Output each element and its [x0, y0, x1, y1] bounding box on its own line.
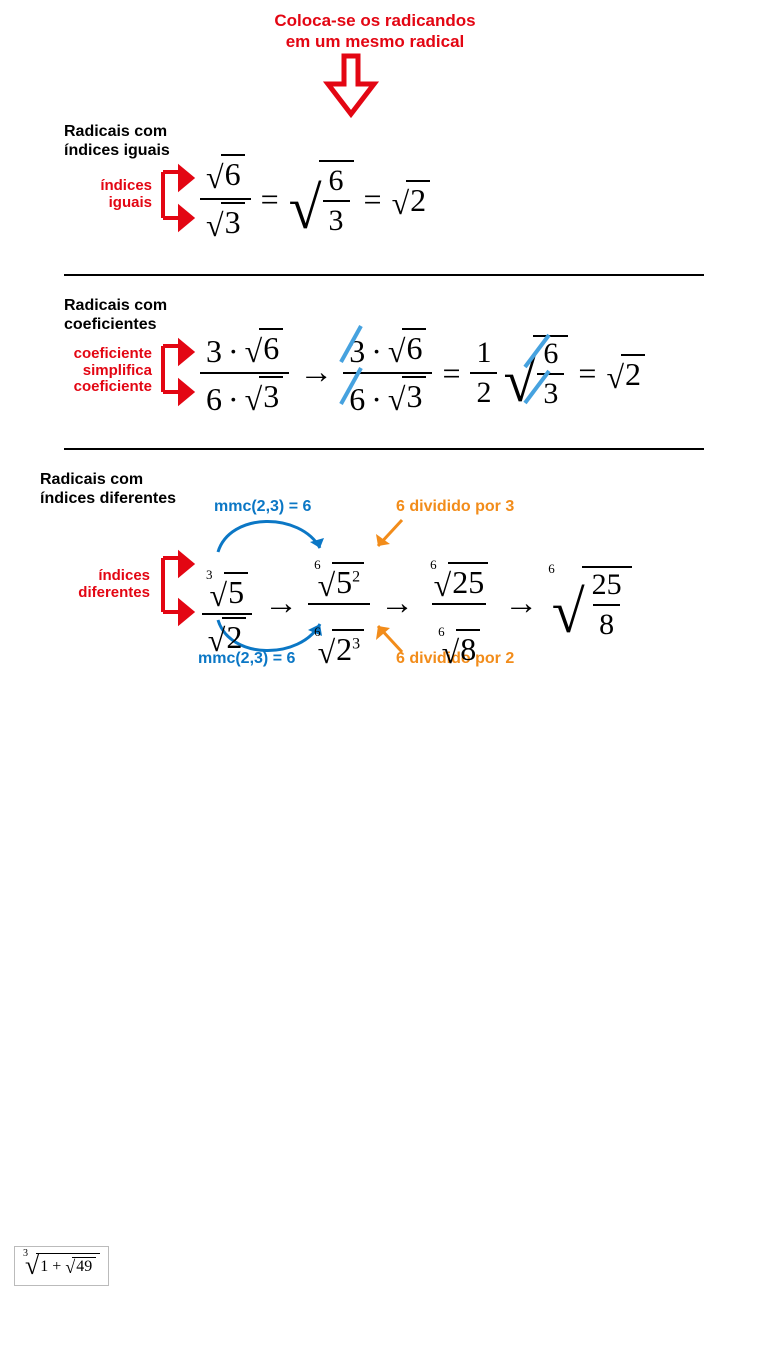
sec2-t1: Radicais com: [64, 297, 167, 314]
e3dd: 8: [593, 604, 620, 642]
eq3: 3√5 √2 → 6√52 6√23 → 6√25 6√8 → 6√ 25 8: [200, 540, 632, 668]
f2: 49: [72, 1257, 96, 1276]
rule2: [64, 448, 704, 450]
footer-box: 3√ 1 + √49: [14, 1246, 109, 1286]
eq1-midn: 6: [323, 164, 350, 200]
e2rhs: 2: [621, 354, 645, 393]
sec2-title: Radicais com coeficientes: [64, 296, 167, 334]
sec3-side: índices diferentes: [60, 568, 150, 601]
rule1: [64, 274, 704, 276]
eq1-den: 3: [221, 202, 245, 241]
strike4: [523, 369, 553, 407]
strike3: [523, 333, 553, 371]
sec3-title: Radicais com índices diferentes: [40, 470, 176, 508]
e2d1: 6: [206, 381, 222, 417]
eq1-rhs: 2: [406, 180, 430, 219]
div-top: 6 dividido por 3: [396, 498, 514, 516]
e3bdp: 3: [352, 635, 360, 652]
top-header-l1: Coloca-se os radicandos: [274, 11, 475, 30]
sec2-side3: coeficiente: [74, 378, 152, 395]
sec2-side2: simplifica: [83, 362, 152, 379]
top-header-l2: em um mesmo radical: [286, 32, 465, 51]
e3an: 5: [224, 572, 248, 611]
sec1-t1: Radicais com: [64, 123, 167, 140]
sec2-side1: coeficiente: [74, 345, 152, 362]
e3cn: 25: [448, 562, 488, 601]
eq1: √6 √3 = √ 6 3 = √2: [200, 154, 430, 244]
eq1-midd: 3: [323, 200, 350, 238]
fplus: +: [52, 1258, 61, 1276]
e3bd: 2: [336, 631, 352, 667]
sec1-side2: iguais: [109, 194, 152, 211]
e3dn: 25: [586, 568, 628, 604]
e2n1: 3: [206, 333, 222, 369]
sec2-side: coeficiente simplifica coeficiente: [52, 346, 152, 396]
e3bn: 5: [336, 564, 352, 600]
e2d2: 3: [259, 376, 283, 415]
e3ad: 2: [222, 617, 246, 656]
top-header: Coloca-se os radicandos em um mesmo radi…: [245, 10, 505, 53]
sec1-side1: índices: [100, 177, 152, 194]
e2cd: 2: [470, 372, 497, 410]
e2cn: 1: [470, 336, 497, 372]
big-down-arrow: [326, 56, 376, 116]
f1: 1: [40, 1258, 48, 1276]
sec3-t1: Radicais com: [40, 471, 143, 488]
bracket-arrows-2: [158, 340, 200, 402]
sec3-side2: diferentes: [78, 584, 150, 601]
e2d2b: 3: [402, 376, 426, 415]
sec1-side: índices iguais: [82, 178, 152, 211]
bracket-arrows-1: [158, 166, 200, 228]
eq1-num: 6: [221, 154, 245, 193]
eq2: 3·√6 6·√3 → 3·√6 6·√3 = 1 2 √ 6 3 = √2: [200, 328, 645, 418]
e2n2b: 6: [402, 328, 426, 367]
strike2: [339, 366, 365, 408]
strike1: [339, 324, 365, 366]
e3bnp: 2: [352, 568, 360, 585]
bracket-arrows-3: [158, 552, 200, 622]
e2n2: 6: [259, 328, 283, 367]
sec3-side1: índices: [98, 567, 150, 584]
sec1-t2: índices iguais: [64, 142, 170, 159]
e3cd: 8: [456, 629, 480, 668]
sec1-title: Radicais com índices iguais: [64, 122, 170, 160]
sec3-t2: índices diferentes: [40, 490, 176, 507]
sec2-t2: coeficientes: [64, 316, 156, 333]
